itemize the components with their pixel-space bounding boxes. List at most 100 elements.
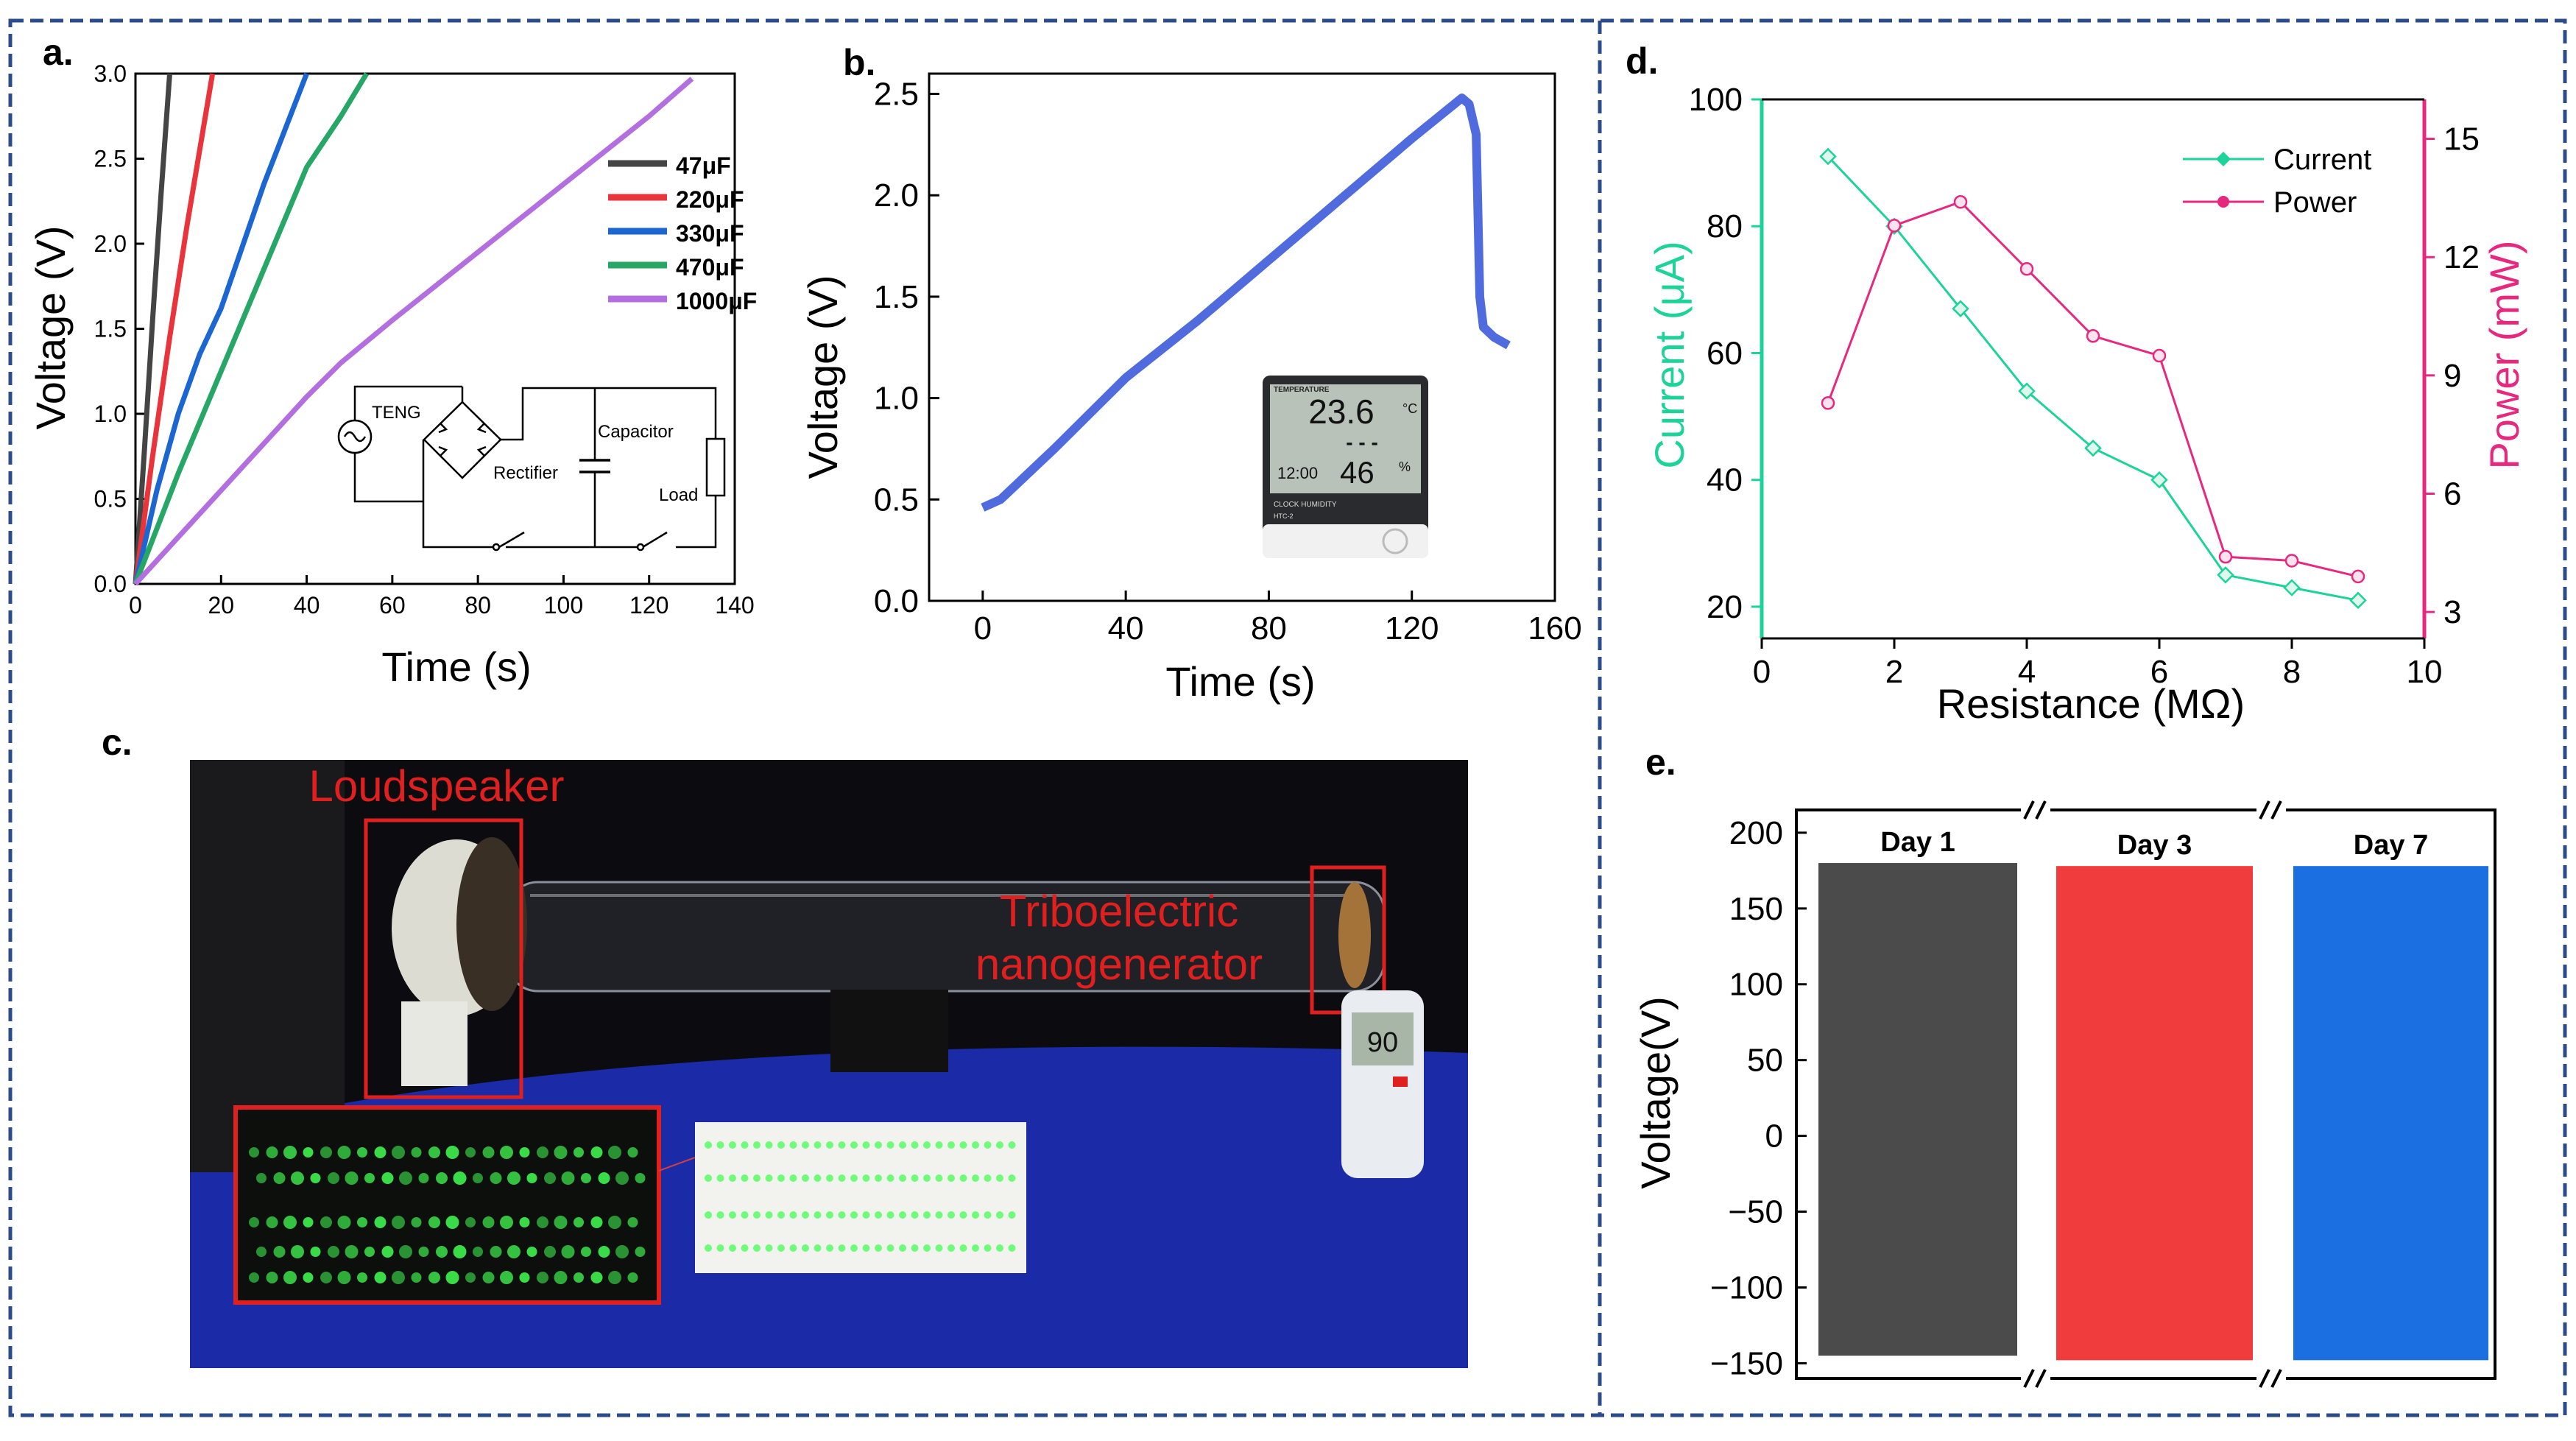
b-y-tick-label: 1.5 xyxy=(874,279,919,315)
inset-led xyxy=(291,1245,304,1258)
breadboard-led xyxy=(802,1244,809,1252)
load-resistor xyxy=(705,437,726,497)
breadboard-led xyxy=(862,1211,870,1219)
breadboard-led xyxy=(1008,1141,1016,1149)
inset-led xyxy=(500,1216,513,1229)
a-y-tick-label: 1.5 xyxy=(94,316,127,342)
inset-led xyxy=(554,1271,568,1284)
panel-b-y-axis-label: Voltage (V) xyxy=(800,275,846,479)
breadboard-led xyxy=(705,1211,712,1219)
a-x-tick-label: 0 xyxy=(129,592,142,619)
inset-led xyxy=(519,1217,530,1227)
breadboard-led xyxy=(838,1244,846,1252)
d-power-point xyxy=(2351,569,2365,584)
inset-led xyxy=(526,1247,537,1257)
inset-led xyxy=(345,1245,359,1258)
breadboard-led xyxy=(972,1141,979,1149)
breadboard-led xyxy=(850,1244,858,1252)
d-left-tick-label: 100 xyxy=(1689,82,1743,118)
inset-led xyxy=(608,1146,621,1159)
thermometer-logo xyxy=(1382,528,1408,554)
a-series-line-470uf xyxy=(133,72,369,585)
inset-led xyxy=(283,1216,297,1229)
inset-led xyxy=(310,1173,321,1183)
breadboard-led xyxy=(777,1244,785,1252)
breadboard-led xyxy=(935,1211,943,1219)
switch-2-contact xyxy=(636,543,645,552)
thermometer-temp-unit: °C xyxy=(1402,401,1417,416)
d-current-point xyxy=(2283,579,2301,596)
e-band-day-7 xyxy=(2293,866,2488,1361)
circuit-label-load: Load xyxy=(659,485,698,505)
inset-led xyxy=(526,1173,537,1183)
breadboard-led xyxy=(899,1244,906,1252)
panel-a-legend: 47μF 220μF 330μF 470μF 1000μF xyxy=(608,152,757,314)
inset-led xyxy=(465,1272,476,1283)
breadboard-led xyxy=(935,1244,943,1252)
inset-led xyxy=(381,1246,394,1258)
thermometer-footer: CLOCK HUMIDITY xyxy=(1274,501,1337,509)
inset-led xyxy=(500,1146,513,1159)
breadboard-led xyxy=(899,1174,906,1182)
wire-teng-top xyxy=(353,385,462,420)
inset-led xyxy=(445,1216,459,1229)
inset-led xyxy=(598,1246,610,1258)
breadboard-led xyxy=(899,1141,906,1149)
thermometer-photo: TEMPERATURE 23.6 °C - - - 12:00 46 % CLO… xyxy=(1263,376,1428,558)
legend-label-330uf: 330μF xyxy=(676,220,744,247)
a-series-line-47uf xyxy=(133,73,173,585)
b-y-tick-label: 0.0 xyxy=(874,583,919,619)
inset-led xyxy=(337,1271,351,1284)
inset-led xyxy=(337,1146,351,1159)
inset-led xyxy=(266,1146,278,1158)
inset-led xyxy=(357,1272,367,1283)
breadboard-led xyxy=(729,1211,736,1219)
d-left-tick-label: 80 xyxy=(1707,208,1743,244)
e-y-tick-label: 0 xyxy=(1765,1118,1783,1155)
breadboard-led xyxy=(850,1211,858,1219)
breadboard-led xyxy=(984,1174,992,1182)
inset-led xyxy=(445,1271,459,1284)
legend-marker-power xyxy=(2217,196,2229,208)
a-y-tick-label: 1.0 xyxy=(94,401,127,427)
rectifier-diode-1 xyxy=(438,423,448,434)
d-power-point xyxy=(2019,262,2034,276)
inset-led xyxy=(266,1272,278,1283)
break-mark-bottom-1a xyxy=(2023,1369,2035,1388)
circuit-label-capacitor: Capacitor xyxy=(598,422,674,442)
breadboard-led xyxy=(705,1244,712,1252)
inset-led xyxy=(537,1272,548,1283)
inset-led xyxy=(303,1217,314,1227)
break-mark-top-1a xyxy=(2023,800,2035,820)
breadboard-led xyxy=(716,1211,724,1219)
inset-led xyxy=(328,1246,339,1258)
break-gap-top-1 xyxy=(2021,806,2050,814)
inset-led xyxy=(473,1247,483,1257)
inset-led xyxy=(445,1146,459,1159)
thermometer-dashes: - - - xyxy=(1346,431,1378,454)
e-y-tick-label: −50 xyxy=(1728,1194,1783,1230)
a-x-tick-label: 80 xyxy=(465,592,491,619)
inset-led xyxy=(608,1271,621,1284)
circuit-label-teng: TENG xyxy=(372,403,421,423)
breadboard-led xyxy=(935,1141,943,1149)
panel-a-charging-curves: a. 0 20 40 60 80 100 120 140 0.0 0.5 1.0 1.5 2.0 2.5 3… xyxy=(27,32,757,690)
inset-led xyxy=(411,1272,422,1283)
inset-led xyxy=(273,1172,286,1184)
breadboard-led xyxy=(886,1174,894,1182)
inset-led xyxy=(537,1216,548,1228)
breadboard-led xyxy=(765,1141,773,1149)
inset-led xyxy=(544,1172,556,1184)
inset-led xyxy=(411,1147,422,1158)
inset-led xyxy=(590,1216,603,1228)
b-y-tick-label: 0.5 xyxy=(874,482,919,518)
inset-led xyxy=(627,1217,638,1227)
inset-led xyxy=(581,1247,591,1257)
breadboard-led xyxy=(716,1141,724,1149)
b-x-tick-label: 40 xyxy=(1108,610,1144,646)
thermometer-screen xyxy=(1270,384,1421,493)
inset-led xyxy=(320,1216,332,1228)
inset-led xyxy=(627,1147,638,1158)
breadboard-led xyxy=(765,1211,773,1219)
inset-led xyxy=(357,1147,367,1158)
